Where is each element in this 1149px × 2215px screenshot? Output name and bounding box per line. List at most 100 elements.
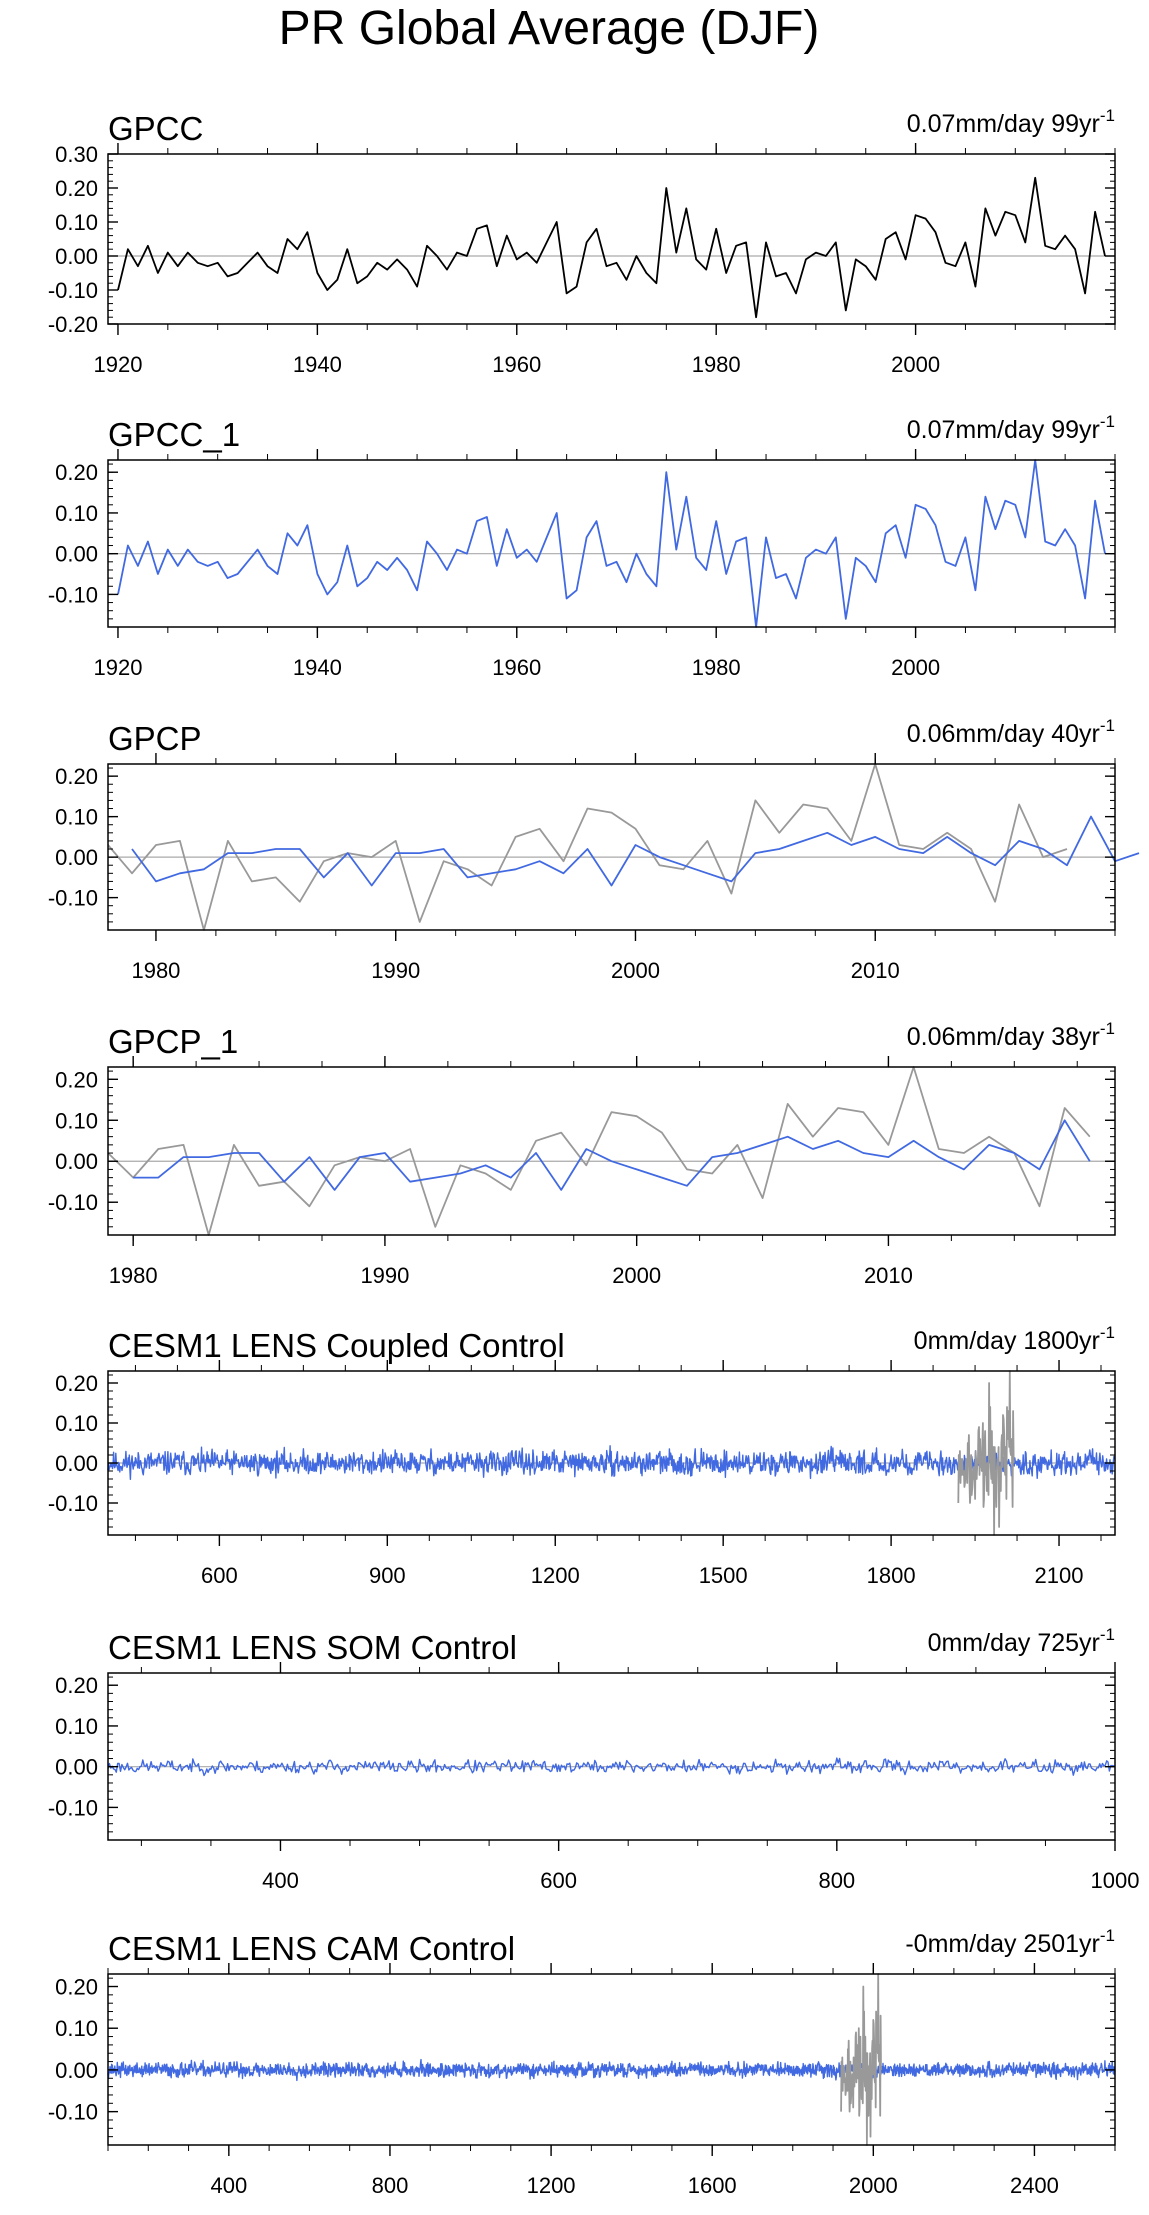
x-tick-label: 2000	[611, 958, 660, 983]
y-tick-label: -0.10	[48, 886, 98, 911]
x-tick-label: 600	[540, 1868, 577, 1893]
chart-panel-1: GPCC_1 0.07mm/day 99yr-1 -0.10 0.00 0.10 0.20…	[48, 412, 1116, 680]
y-tick-label: -0.10	[48, 1491, 98, 1516]
y-tick-label: 0.10	[55, 1411, 98, 1436]
x-tick-label: 800	[372, 2173, 409, 2198]
y-tick-label: 0.20	[55, 460, 98, 485]
x-tick-label: 1980	[692, 655, 741, 680]
chart-panel-4: CESM1 LENS Coupled Control 0mm/day 1800yr…	[48, 1323, 1116, 1588]
series-line-0	[107, 1445, 1116, 1480]
plot-frame	[107, 459, 1116, 628]
x-tick-label: 800	[818, 1868, 855, 1893]
trend-exponent: -1	[1100, 1323, 1115, 1342]
series-line-0	[117, 176, 1106, 319]
y-tick-label: -0.10	[48, 278, 98, 303]
panels-group: GPCC 0.07mm/day 99yr-1 -0.20 -0.10 0.00 0.10 0…	[48, 106, 1140, 2198]
y-tick-label: -0.10	[48, 1795, 98, 1820]
panel-title: GPCP	[108, 720, 202, 757]
y-tick-label: 0.00	[55, 1755, 98, 1780]
y-tick-label: 0.10	[55, 805, 98, 830]
chart-panel-6: CESM1 LENS CAM Control -0mm/day 2501yr-1-…	[48, 1926, 1116, 2198]
plot-frame	[107, 1973, 1116, 2146]
y-tick-label: 0.10	[55, 2016, 98, 2041]
figure-title: PR Global Average (DJF)	[279, 2, 820, 55]
y-tick-label: 0.10	[55, 501, 98, 526]
chart-panel-0: GPCC 0.07mm/day 99yr-1 -0.20 -0.10 0.00 0.10 0…	[48, 106, 1116, 377]
y-tick-label: -0.10	[48, 2100, 98, 2125]
trend-exponent: -1	[1100, 412, 1115, 431]
y-tick-label: 0.20	[55, 1371, 98, 1396]
series-line-1	[957, 1370, 1015, 1536]
x-tick-label: 2010	[864, 1263, 913, 1288]
series-line-0	[107, 1757, 1116, 1777]
y-tick-label: 0.20	[55, 1067, 98, 1092]
panel-title: GPCP_1	[108, 1023, 238, 1060]
series-line-0	[117, 459, 1106, 628]
y-tick-label: 0.00	[55, 1149, 98, 1174]
chart-panel-3: GPCP_1 0.06mm/day 38yr-1 -0.10 0.00 0.10 0.20…	[48, 1019, 1116, 1288]
panel-title: GPCC	[108, 110, 203, 147]
x-tick-label: 1600	[688, 2173, 737, 2198]
x-tick-label: 2100	[1035, 1563, 1084, 1588]
y-tick-label: -0.10	[48, 582, 98, 607]
trend-label: 0.06mm/day 38yr-1	[907, 1019, 1115, 1051]
series-line-1	[131, 815, 1140, 887]
plot-frame	[107, 1370, 1116, 1536]
x-tick-label: 1990	[371, 958, 420, 983]
x-tick-label: 400	[210, 2173, 247, 2198]
x-tick-label: 1920	[93, 655, 142, 680]
series-line-1	[840, 1973, 882, 2146]
y-tick-label: 0.20	[55, 1673, 98, 1698]
chart-panel-2: GPCP 0.06mm/day 40yr-1 -0.10 0.00 0.10 0.20 19…	[48, 716, 1140, 983]
x-tick-label: 1960	[492, 352, 541, 377]
panel-title: CESM1 LENS SOM Control	[108, 1629, 517, 1666]
y-tick-label: 0.10	[55, 210, 98, 235]
trend-label: 0mm/day 1800yr-1	[914, 1323, 1115, 1355]
y-tick-label: 0.10	[55, 1108, 98, 1133]
trend-label: 0.06mm/day 40yr-1	[907, 716, 1115, 748]
y-tick-label: 0.00	[55, 845, 98, 870]
x-tick-label: 2000	[612, 1263, 661, 1288]
trend-exponent: -1	[1100, 1019, 1115, 1038]
y-tick-label: 0.20	[55, 1975, 98, 2000]
plot-frame	[107, 1672, 1116, 1841]
y-tick-label: 0.00	[55, 542, 98, 567]
y-tick-label: 0.20	[55, 176, 98, 201]
x-tick-label: 1960	[492, 655, 541, 680]
y-tick-label: 0.00	[55, 244, 98, 269]
plot-frame	[107, 1066, 1116, 1236]
x-tick-label: 1980	[692, 352, 741, 377]
panel-title: CESM1 LENS Coupled Control	[108, 1327, 565, 1364]
x-tick-label: 1940	[293, 655, 342, 680]
y-tick-label: 0.00	[55, 2058, 98, 2083]
y-tick-label: 0.30	[55, 142, 98, 167]
trend-exponent: -1	[1100, 1625, 1115, 1644]
x-tick-label: 2400	[1010, 2173, 1059, 2198]
x-tick-label: 2000	[891, 655, 940, 680]
x-tick-label: 1940	[293, 352, 342, 377]
x-tick-label: 600	[201, 1563, 238, 1588]
y-tick-label: -0.10	[48, 1190, 98, 1215]
y-tick-label: -0.20	[48, 312, 98, 337]
x-tick-label: 2000	[849, 2173, 898, 2198]
y-tick-label: 0.20	[55, 764, 98, 789]
x-tick-label: 2000	[891, 352, 940, 377]
trend-label: 0.07mm/day 99yr-1	[907, 106, 1115, 138]
x-tick-label: 1500	[699, 1563, 748, 1588]
x-tick-label: 1200	[527, 2173, 576, 2198]
x-tick-label: 400	[262, 1868, 299, 1893]
x-tick-label: 2010	[851, 958, 900, 983]
panel-title: CESM1 LENS CAM Control	[108, 1930, 515, 1967]
trend-exponent: -1	[1100, 1926, 1115, 1945]
x-tick-label: 1980	[131, 958, 180, 983]
x-tick-label: 1920	[93, 352, 142, 377]
chart-panel-5: CESM1 LENS SOM Control 0mm/day 725yr-1 -0.…	[48, 1625, 1140, 1893]
x-tick-label: 1800	[867, 1563, 916, 1588]
trend-exponent: -1	[1100, 106, 1115, 125]
series-line-0	[107, 2058, 1116, 2082]
panel-title: GPCC_1	[108, 416, 240, 453]
x-tick-label: 900	[369, 1563, 406, 1588]
x-tick-label: 1990	[360, 1263, 409, 1288]
x-tick-label: 1000	[1091, 1868, 1140, 1893]
